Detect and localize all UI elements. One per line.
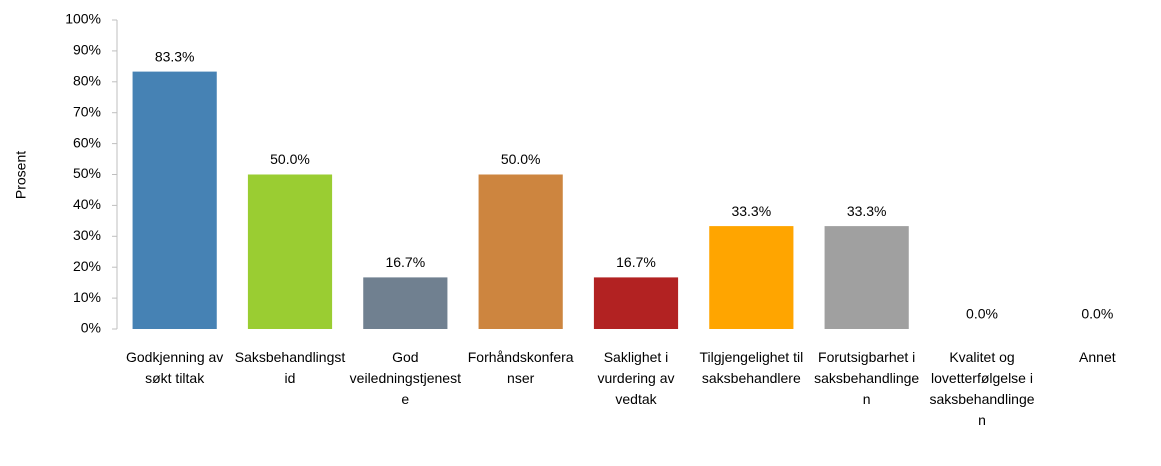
x-tick-label: Forutsigbarhet i saksbehandlingen [814, 349, 920, 407]
value-label: 16.7% [616, 254, 656, 270]
y-axis-label: Prosent [13, 151, 29, 199]
y-tick-label: 80% [73, 73, 101, 89]
x-tick-label: Kvalitet og lovetterfølgelse i saksbehan… [929, 349, 1035, 428]
x-tick-label: Forhåndskonferanser [467, 349, 574, 386]
y-tick-label: 30% [73, 227, 101, 243]
bar [824, 226, 909, 329]
y-tick-label: 20% [73, 258, 101, 274]
y-tick-label: 40% [73, 196, 101, 212]
value-label: 50.0% [501, 151, 541, 167]
y-tick-label: 100% [65, 11, 101, 27]
value-label: 83.3% [155, 48, 195, 64]
x-tick-label: Saksbehandlingstid [234, 349, 346, 386]
y-tick-label: 10% [73, 289, 101, 305]
bar [132, 71, 217, 329]
value-label: 0.0% [966, 306, 998, 322]
x-tick-label: God veiledningstjeneste [349, 349, 461, 407]
x-tick-label: Saklighet i vurdering av vedtak [597, 349, 675, 407]
value-label: 50.0% [270, 151, 310, 167]
bar [593, 277, 679, 329]
bar [709, 226, 794, 329]
x-tick-label: Godkjenning av søkt tiltak [126, 349, 224, 386]
y-tick-label: 60% [73, 134, 101, 150]
y-tick-label: 0% [81, 320, 101, 336]
bar [478, 174, 563, 329]
value-label: 33.3% [847, 203, 887, 219]
value-label: 33.3% [731, 203, 771, 219]
value-label: 0.0% [1081, 306, 1113, 322]
value-label: 16.7% [385, 254, 425, 270]
bar [247, 174, 333, 329]
x-tick-label: Tilgjengelighet til saksbehandlere [699, 349, 804, 386]
y-tick-label: 50% [73, 165, 101, 181]
bar [363, 277, 448, 329]
y-tick-label: 90% [73, 42, 101, 58]
x-tick-label: Annet [1079, 349, 1116, 365]
y-tick-label: 70% [73, 103, 101, 119]
